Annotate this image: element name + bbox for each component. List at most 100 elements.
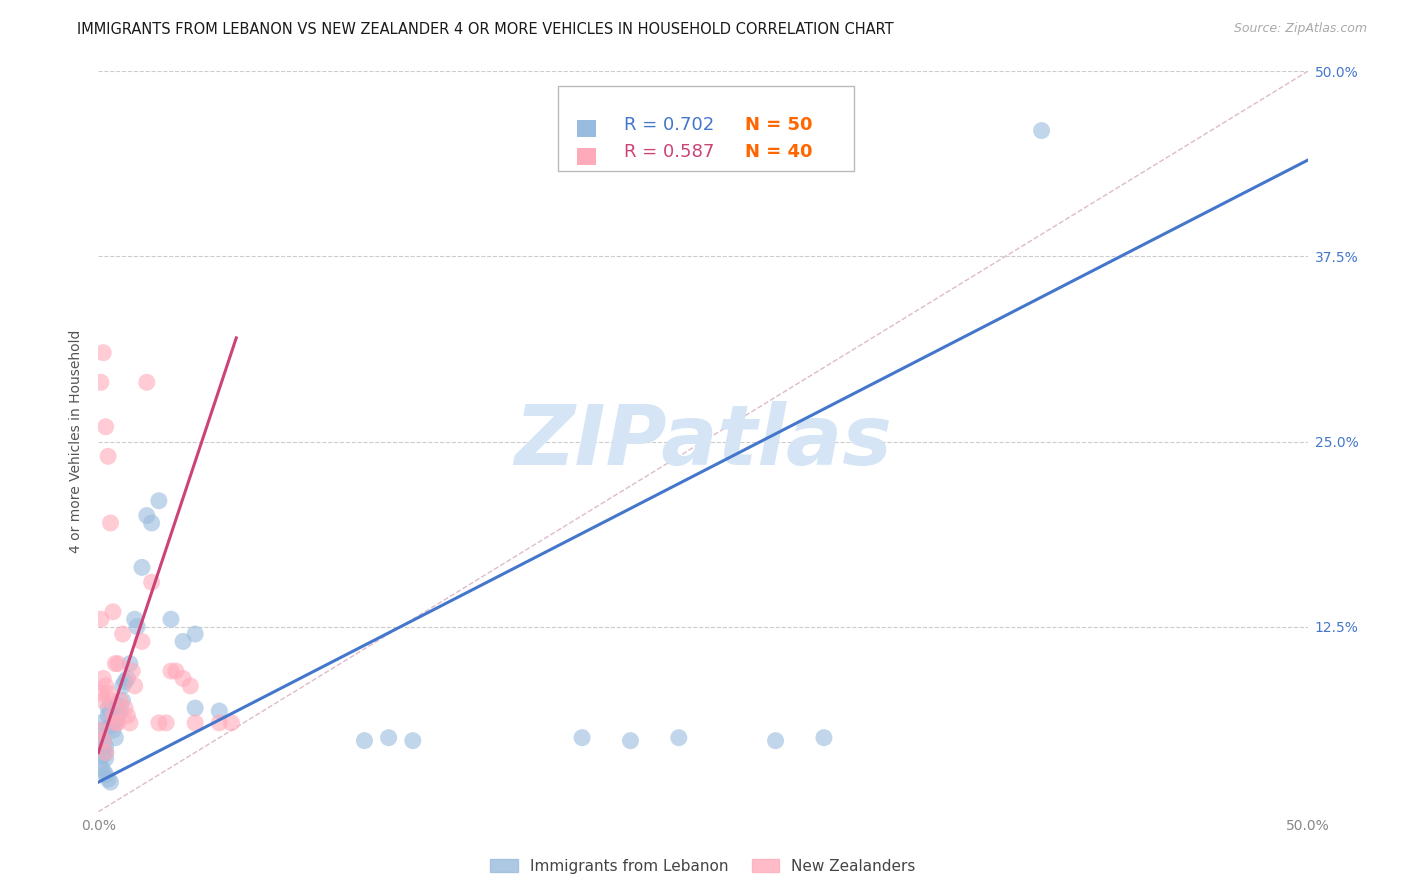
Point	[90, 715, 112, 730]
Point	[108, 704, 131, 718]
Text: IMMIGRANTS FROM LEBANON VS NEW ZEALANDER 4 OR MORE VEHICLES IN HOUSEHOLD CORRELA: IMMIGRANTS FROM LEBANON VS NEW ZEALANDER…	[77, 22, 894, 37]
Point	[121, 664, 143, 678]
Point	[104, 715, 127, 730]
Point	[104, 715, 127, 730]
Point	[91, 733, 114, 747]
FancyBboxPatch shape	[578, 120, 596, 136]
Point	[765, 733, 787, 747]
Point	[100, 516, 122, 530]
Point	[91, 748, 114, 763]
Point	[97, 450, 120, 464]
Y-axis label: 4 or more Vehicles in Household: 4 or more Vehicles in Household	[69, 330, 83, 553]
Point	[148, 493, 170, 508]
Point	[135, 508, 157, 523]
Point	[97, 708, 120, 723]
Point	[91, 733, 114, 747]
Legend: Immigrants from Lebanon, New Zealanders: Immigrants from Lebanon, New Zealanders	[484, 853, 922, 880]
Point	[101, 723, 124, 738]
Point	[402, 733, 425, 747]
Point	[101, 715, 124, 730]
Point	[104, 731, 127, 745]
Point	[114, 674, 136, 689]
Point	[117, 708, 139, 723]
Text: Source: ZipAtlas.com: Source: ZipAtlas.com	[1233, 22, 1367, 36]
Point	[124, 612, 146, 626]
Point	[107, 715, 129, 730]
Point	[104, 657, 127, 671]
Point	[94, 767, 117, 781]
Point	[90, 731, 112, 745]
Point	[184, 701, 207, 715]
Point	[91, 742, 114, 756]
Point	[100, 704, 122, 718]
Point	[160, 612, 183, 626]
Point	[111, 627, 134, 641]
Point	[91, 694, 114, 708]
Point	[148, 715, 170, 730]
Point	[131, 560, 153, 574]
Text: N = 40: N = 40	[745, 143, 813, 161]
Point	[107, 657, 129, 671]
Point	[91, 345, 114, 359]
Point	[179, 679, 201, 693]
Point	[94, 746, 117, 760]
Point	[221, 715, 243, 730]
Point	[141, 516, 163, 530]
Text: R = 0.702: R = 0.702	[624, 116, 714, 134]
Point	[184, 627, 207, 641]
Point	[160, 664, 183, 678]
Point	[94, 746, 117, 760]
Point	[141, 575, 163, 590]
Point	[90, 612, 112, 626]
Point	[97, 772, 120, 786]
Text: ZIPatlas: ZIPatlas	[515, 401, 891, 482]
Point	[131, 634, 153, 648]
Point	[208, 704, 231, 718]
Point	[135, 376, 157, 390]
Text: R = 0.587: R = 0.587	[624, 143, 714, 161]
Point	[91, 764, 114, 778]
Point	[90, 723, 112, 738]
Point	[100, 694, 122, 708]
Point	[124, 679, 146, 693]
Point	[100, 775, 122, 789]
Point	[377, 731, 399, 745]
Point	[114, 701, 136, 715]
Point	[90, 760, 112, 774]
Point	[108, 694, 131, 708]
Point	[118, 715, 141, 730]
Point	[208, 715, 231, 730]
Point	[155, 715, 177, 730]
Point	[94, 751, 117, 765]
Point	[172, 672, 194, 686]
Point	[353, 733, 375, 747]
Point	[184, 715, 207, 730]
Point	[101, 708, 124, 723]
Text: N = 50: N = 50	[745, 116, 813, 134]
Point	[107, 708, 129, 723]
Point	[619, 733, 641, 747]
Point	[97, 686, 120, 700]
Point	[117, 672, 139, 686]
Point	[107, 698, 129, 712]
Point	[127, 619, 149, 633]
Point	[94, 679, 117, 693]
FancyBboxPatch shape	[558, 87, 855, 171]
Point	[1031, 123, 1053, 137]
Point	[111, 694, 134, 708]
Point	[97, 701, 120, 715]
Point	[571, 731, 593, 745]
Point	[90, 723, 112, 738]
Point	[90, 686, 112, 700]
Point	[111, 679, 134, 693]
Point	[172, 634, 194, 648]
Point	[91, 672, 114, 686]
Point	[94, 739, 117, 754]
Point	[165, 664, 187, 678]
FancyBboxPatch shape	[578, 148, 596, 165]
Point	[813, 731, 835, 745]
Point	[94, 419, 117, 434]
Point	[90, 376, 112, 390]
Point	[668, 731, 690, 745]
Point	[118, 657, 141, 671]
